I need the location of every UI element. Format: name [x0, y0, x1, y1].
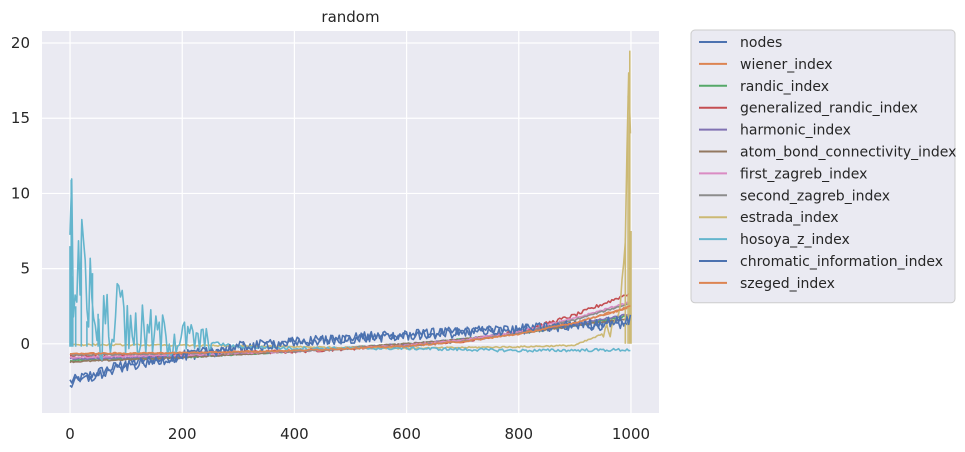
series-line-hosoya-z-index — [69, 178, 631, 361]
legend-label: nodes — [740, 35, 782, 51]
legend-label: szeged_index — [740, 276, 835, 292]
y-tick-label: 15 — [11, 109, 30, 127]
grid-lines — [42, 31, 659, 413]
legend: nodes wiener_index randic_index generalized… — [690, 29, 956, 304]
chart-title: random — [321, 8, 379, 26]
legend-label: first_zagreb_index — [740, 166, 867, 182]
legend-label: harmonic_index — [740, 123, 851, 139]
x-tick-label: 0 — [65, 425, 75, 443]
y-tick-label: 5 — [20, 260, 30, 278]
x-tick-label: 600 — [392, 425, 421, 443]
legend-label: atom_bond_connectivity_index — [740, 145, 956, 161]
x-tick-label: 1000 — [612, 425, 650, 443]
legend-label: randic_index — [740, 79, 829, 95]
series-line-szeged-index — [70, 305, 631, 355]
legend-label: estrada_index — [740, 210, 839, 226]
legend-label: wiener_index — [740, 57, 833, 73]
legend-label: generalized_randic_index — [740, 101, 918, 117]
y-tick-label: 20 — [11, 34, 30, 52]
y-tick-label: 0 — [20, 335, 30, 353]
legend-label: second_zagreb_index — [740, 188, 890, 204]
x-tick-label: 800 — [504, 425, 533, 443]
legend-label: chromatic_information_index — [740, 254, 943, 270]
legend-label: hosoya_z_index — [740, 232, 850, 248]
y-tick-label: 10 — [11, 184, 30, 202]
series-line-chromatic-information-index — [69, 314, 632, 388]
x-tick-label: 200 — [168, 425, 197, 443]
legend-box — [690, 29, 956, 304]
axis-ticks: 0 200 400 600 800 1000 0 5 10 15 20 — [11, 34, 650, 443]
x-tick-label: 400 — [280, 425, 309, 443]
series-lines — [69, 50, 632, 388]
